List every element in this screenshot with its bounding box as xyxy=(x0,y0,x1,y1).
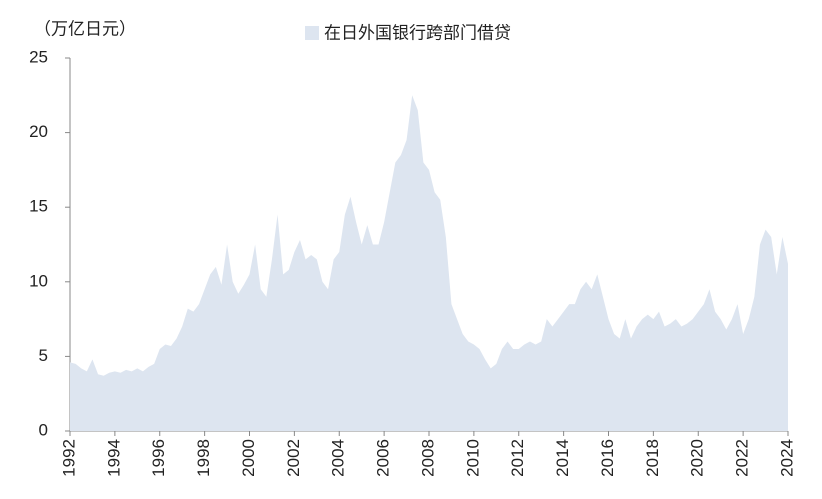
x-tick-label: 2018 xyxy=(643,439,662,477)
y-axis-label: （万亿日元） xyxy=(34,19,136,38)
legend-label: 在日外国银行跨部门借贷 xyxy=(324,23,511,42)
legend-swatch xyxy=(305,26,319,40)
y-tick-label: 25 xyxy=(29,47,48,66)
x-tick-label: 2024 xyxy=(777,439,796,477)
x-tick-label: 2010 xyxy=(463,439,482,477)
y-tick-label: 0 xyxy=(39,420,48,439)
x-tick-label: 2016 xyxy=(598,439,617,477)
y-tick-label: 10 xyxy=(29,271,48,290)
x-tick-label: 1992 xyxy=(59,439,78,477)
x-tick-label: 1994 xyxy=(104,439,123,477)
x-tick-label: 1998 xyxy=(194,439,213,477)
y-tick-label: 5 xyxy=(39,346,48,365)
x-tick-label: 2004 xyxy=(329,439,348,477)
x-tick-label: 2020 xyxy=(688,439,707,477)
x-tick-label: 2022 xyxy=(733,439,752,477)
x-tick-label: 2006 xyxy=(374,439,393,477)
x-tick-label: 1996 xyxy=(149,439,168,477)
x-tick-label: 2002 xyxy=(284,439,303,477)
area xyxy=(70,95,788,432)
x-tick-label: 2008 xyxy=(418,439,437,477)
x-tick-label: 2014 xyxy=(553,439,572,477)
y-tick-label: 15 xyxy=(29,197,48,216)
x-tick-label: 2000 xyxy=(239,439,258,477)
y-tick-label: 20 xyxy=(29,122,48,141)
x-tick-label: 2012 xyxy=(508,439,527,477)
